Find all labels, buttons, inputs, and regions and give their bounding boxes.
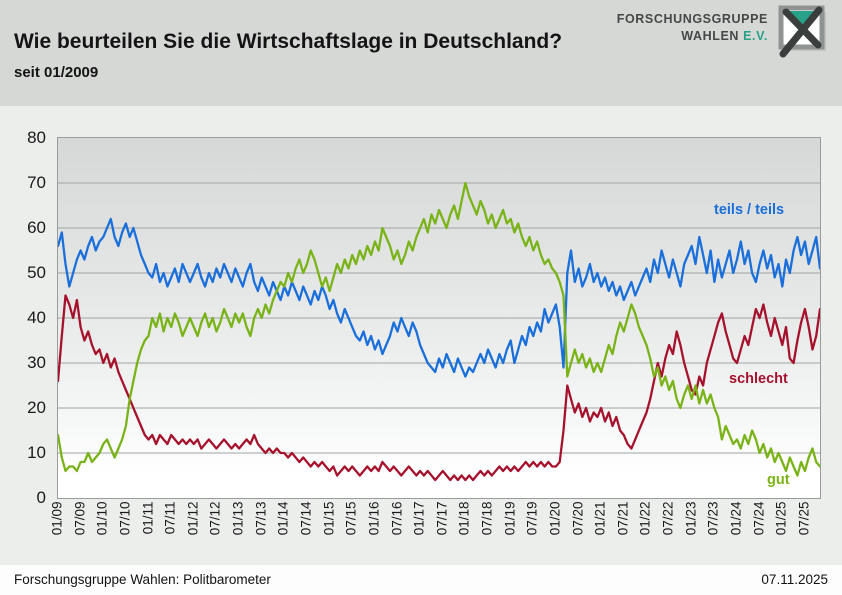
x-tick-label: 01/11 (140, 501, 156, 535)
x-axis: 01/09 07/09 01/10 07/10 01/11 07/11 01/12 07/12… (50, 500, 827, 558)
brand-line-2: WAHLEN E.V. (681, 29, 768, 43)
x-tick-label: 01/18 (456, 501, 472, 536)
line-chart-canvas (58, 181, 820, 482)
x-tick-label: 01/17 (411, 501, 427, 536)
x-tick-label: 07/11 (162, 501, 178, 535)
x-tick-label: 01/24 (728, 501, 744, 536)
x-tick-label: 07/20 (570, 501, 586, 536)
brand-line-1: FORSCHUNGSGRUPPE (616, 12, 768, 26)
series-label-teils-teils: teils / teils (714, 202, 785, 218)
y-tick-label: 30 (27, 353, 46, 372)
y-tick-label: 0 (36, 488, 46, 507)
fgw-ballot-cross-logo-icon (778, 5, 826, 58)
x-tick-label: 07/14 (298, 501, 314, 536)
x-tick-label: 07/25 (796, 501, 812, 536)
series-label-schlecht: schlecht (729, 371, 788, 387)
x-tick-label: 07/13 (253, 501, 269, 536)
brand-wordmark: FORSCHUNGSGRUPPE WAHLEN E.V. (617, 11, 768, 45)
x-tick-label: 01/15 (321, 501, 337, 536)
x-tick-label: 01/25 (773, 501, 789, 536)
x-tick-label: 07/15 (343, 501, 359, 536)
x-tick-label: 01/10 (94, 501, 110, 536)
x-tick-label: 07/19 (524, 501, 540, 536)
y-tick-label: 50 (27, 263, 46, 282)
y-tick-label: 40 (27, 308, 46, 327)
brand-ev-suffix: E.V. (743, 29, 768, 43)
date-label: 07.11.2025 (761, 572, 828, 587)
x-tick-label: 07/23 (705, 501, 721, 536)
y-tick-label: 80 (27, 128, 46, 147)
header-band: Wie beurteilen Sie die Wirtschaftslage i… (0, 0, 842, 106)
y-tick-label: 60 (27, 218, 46, 237)
x-tick-label: 01/20 (547, 501, 563, 536)
plot-area: teils / teils schlecht gut (57, 137, 821, 499)
page-title: Wie beurteilen Sie die Wirtschaftslage i… (14, 30, 563, 53)
x-tick-label: 07/22 (660, 501, 676, 536)
x-tick-label: 01/14 (275, 501, 291, 536)
x-tick-label: 07/10 (117, 501, 133, 536)
x-tick-label: 01/19 (502, 501, 518, 536)
y-tick-label: 70 (27, 173, 46, 192)
x-tick-label: 07/21 (615, 501, 631, 536)
x-tick-label: 07/16 (389, 501, 404, 536)
x-tick-label: 07/12 (207, 501, 223, 536)
x-tick-label: 01/21 (592, 501, 608, 536)
x-tick-label: 07/09 (72, 501, 88, 536)
y-tick-label: 20 (27, 398, 46, 417)
x-tick-label: 01/12 (185, 501, 201, 536)
series-label-gut: gut (767, 472, 790, 488)
x-tick-label: 01/22 (637, 501, 653, 536)
source-label: Forschungsgruppe Wahlen: Politbarometer (14, 572, 271, 587)
x-tick-label: 07/24 (751, 501, 767, 536)
x-tick-label: 07/17 (434, 501, 450, 536)
x-tick-label: 01/16 (366, 501, 382, 536)
footer-band: Forschungsgruppe Wahlen: Politbarometer … (0, 565, 842, 595)
y-tick-label: 10 (27, 443, 46, 462)
x-tick-label: 01/23 (683, 501, 699, 536)
x-tick-label: 01/09 (49, 501, 65, 536)
x-tick-label: 07/18 (479, 501, 495, 536)
x-tick-label: 01/13 (230, 501, 246, 536)
y-axis: 0 10 20 30 40 50 60 70 80 (0, 128, 46, 507)
page-subtitle: seit 01/2009 (14, 64, 99, 81)
